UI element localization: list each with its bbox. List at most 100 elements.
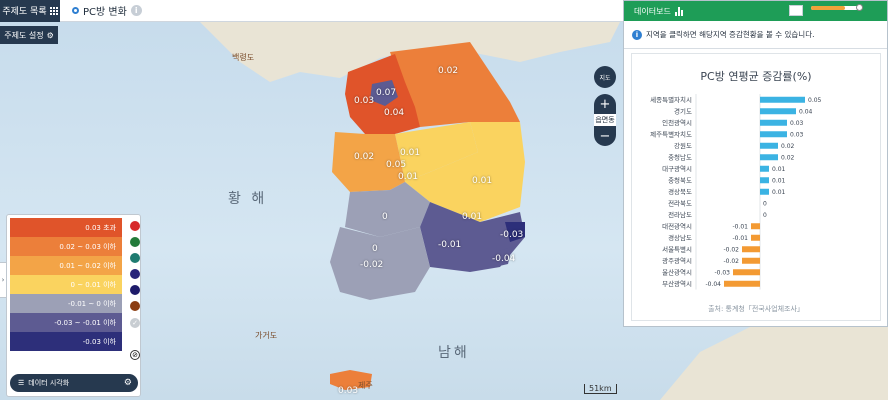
region-value: 0.01: [398, 172, 419, 182]
dashboard-info-text: 지역을 클릭하면 해당지역 증감현황을 볼 수 있습니다.: [646, 30, 815, 39]
place-label: 가거도: [255, 331, 278, 340]
region-gangwon[interactable]: [390, 42, 520, 127]
data-label: 0.01: [772, 189, 786, 196]
color-swatch-button[interactable]: [130, 253, 140, 263]
bar[interactable]: [733, 269, 760, 276]
zoom-level-label: 읍면동: [594, 114, 616, 126]
data-visualization-button[interactable]: ☰ 데이터 시각화 ⚙: [10, 374, 138, 392]
region-value: 0: [372, 244, 378, 254]
chart-source: 출처: 통계청「전국사업체조사」: [708, 305, 804, 313]
category-label: 충청남도: [668, 152, 692, 161]
scale-bar: 51km: [584, 384, 617, 394]
color-swatch-button[interactable]: [130, 237, 140, 247]
legend-row[interactable]: 0.01 ~ 0.02 이하: [10, 256, 122, 275]
category-label: 세종특별자치시: [650, 95, 692, 104]
bar[interactable]: [760, 142, 778, 149]
dashboard-header: 데이터보드: [624, 1, 887, 21]
topic-setting-button[interactable]: 주제도 설정 ⚙: [0, 26, 58, 44]
data-label: -0.02: [723, 246, 739, 253]
region-seoul[interactable]: [370, 80, 398, 106]
data-visualization-label: 데이터 시각화: [28, 379, 70, 387]
map-title-tab[interactable]: PC방 변화 i: [72, 3, 142, 18]
data-label: -0.01: [732, 223, 748, 230]
place-label: 제주: [358, 381, 373, 390]
zoom-in-button[interactable]: +: [594, 94, 616, 114]
region-busan[interactable]: [495, 247, 512, 267]
data-label: -0.02: [723, 258, 739, 265]
data-label: 0.03: [790, 120, 804, 127]
category-label: 대구광역시: [662, 164, 692, 173]
list-icon: ☰: [18, 379, 25, 387]
data-label: -0.01: [732, 235, 748, 242]
chart-title: PC방 연평균 증감률(%): [700, 70, 812, 83]
topic-list-label: 주제도 목록: [2, 7, 47, 17]
region-value: 0.02: [438, 66, 459, 76]
bar[interactable]: [760, 177, 769, 184]
info-icon[interactable]: i: [130, 5, 142, 16]
region-ulsan[interactable]: [505, 222, 525, 242]
region-value: 0.02: [354, 152, 375, 162]
bar[interactable]: [724, 280, 760, 287]
bar[interactable]: [751, 223, 760, 230]
sea-label-south: 남해: [438, 345, 470, 361]
category-label: 인천광역시: [662, 118, 692, 127]
image-icon[interactable]: [789, 5, 803, 16]
region-chungbuk[interactable]: [395, 122, 478, 182]
chart-container: PC방 연평균 증감률(%) 세종특별자치시 0.05 경기도 0.04 인천광역시 0.…: [631, 53, 881, 321]
region-jeonnam[interactable]: [330, 227, 430, 300]
bar[interactable]: [760, 131, 787, 138]
data-label: 0: [763, 212, 767, 219]
region-value: 0.03: [338, 386, 359, 396]
bar[interactable]: [742, 257, 760, 264]
zoom-control: 지도 + 읍면동 −: [594, 66, 616, 146]
topic-list-button[interactable]: 주제도 목록: [0, 0, 60, 22]
region-gyeongbuk[interactable]: [405, 122, 525, 222]
color-swatch-button[interactable]: [130, 269, 140, 279]
region-value: 0: [382, 212, 388, 222]
legend-row[interactable]: -0.03 이하: [10, 332, 122, 351]
bar[interactable]: [760, 154, 778, 161]
region-value: 0.05: [386, 160, 407, 170]
bar[interactable]: [742, 246, 760, 253]
legend-row[interactable]: 0.02 ~ 0.03 이하: [10, 237, 122, 256]
region-value: -0.02: [360, 260, 384, 270]
bar[interactable]: [760, 165, 769, 172]
category-label: 경상남도: [668, 233, 692, 242]
bar[interactable]: [751, 234, 760, 241]
data-label: -0.04: [705, 281, 721, 288]
bar[interactable]: [760, 96, 805, 103]
category-label: 전라남도: [668, 210, 692, 219]
legend-row[interactable]: 0 ~ 0.01 이하: [10, 275, 122, 294]
bar[interactable]: [760, 188, 769, 195]
color-swatch-button[interactable]: [130, 301, 140, 311]
color-swatch-button[interactable]: [130, 221, 140, 231]
bar[interactable]: [760, 108, 796, 115]
region-chungnam[interactable]: [332, 132, 405, 192]
opacity-slider[interactable]: [811, 6, 859, 10]
legend-row[interactable]: 0.03 초과: [10, 218, 122, 237]
region-jeju[interactable]: [330, 370, 372, 390]
legend-row[interactable]: -0.03 ~ -0.01 이하: [10, 313, 122, 332]
category-label: 광주광역시: [662, 256, 692, 265]
region-value: 0.03: [354, 96, 375, 106]
color-swatch-button[interactable]: [130, 285, 140, 295]
opacity-slider-handle[interactable]: [856, 4, 863, 11]
gear-icon: ⚙: [123, 378, 132, 388]
reset-icon[interactable]: ⊘: [130, 350, 140, 360]
check-icon[interactable]: ✓: [130, 318, 140, 328]
dashboard-info: i 지역을 클릭하면 해당지역 증감현황을 볼 수 있습니다.: [624, 21, 887, 49]
bar[interactable]: [760, 119, 787, 126]
legend-row[interactable]: -0.01 ~ 0 이하: [10, 294, 122, 313]
category-label: 강원도: [674, 141, 692, 150]
compass-icon[interactable]: 지도: [594, 66, 616, 88]
region-jeonbuk[interactable]: [345, 182, 430, 237]
zoom-out-button[interactable]: −: [594, 126, 616, 146]
korea-choropleth: [200, 22, 888, 400]
region-value: 0.01: [462, 212, 483, 222]
region-value: 0.01: [472, 176, 493, 186]
region-value: 0.01: [400, 148, 421, 158]
data-label: 0.03: [790, 131, 804, 138]
category-label: 전라북도: [668, 198, 692, 207]
map-title: PC방 변화: [83, 7, 127, 18]
topic-setting-label: 주제도 설정: [4, 30, 44, 40]
